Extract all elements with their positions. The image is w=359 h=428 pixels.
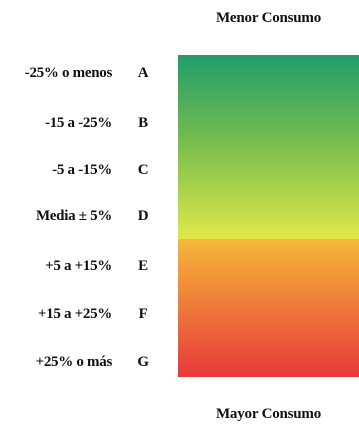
- rating-letter: B: [138, 115, 148, 131]
- gradient-band-orange-red: [178, 239, 359, 377]
- rating-range: Media ± 5%: [35, 208, 112, 224]
- rating-row-d: Media ± 5% D: [0, 208, 178, 228]
- rating-row-e: +5 a +15% E: [0, 258, 178, 278]
- rating-range: -15 a -25%: [45, 115, 112, 131]
- rating-range: +15 a +25%: [37, 306, 112, 322]
- consumption-gradient-scale: [178, 55, 359, 377]
- rating-letter: C: [137, 162, 149, 178]
- top-heading: Menor Consumo: [215, 10, 322, 26]
- rating-row-a: -25% o menos A: [0, 65, 178, 85]
- rating-letter: D: [137, 208, 149, 224]
- bottom-heading: Mayor Consumo: [215, 406, 322, 422]
- rating-row-g: +25% o más G: [0, 354, 178, 374]
- gradient-band-green-yellow: [178, 55, 359, 239]
- rating-row-c: -5 a -15% C: [0, 162, 178, 182]
- rating-row-b: -15 a -25% B: [0, 115, 178, 135]
- rating-range: -5 a -15%: [52, 162, 112, 178]
- rating-row-f: +15 a +25% F: [0, 306, 178, 326]
- rating-letter: E: [138, 258, 148, 274]
- rating-letter: F: [138, 306, 148, 322]
- rating-range: +5 a +15%: [45, 258, 112, 274]
- rating-letter: G: [137, 354, 149, 370]
- rating-range: +25% o más: [35, 354, 113, 370]
- rating-range: -25% o menos: [24, 65, 113, 81]
- rating-letter: A: [137, 65, 149, 81]
